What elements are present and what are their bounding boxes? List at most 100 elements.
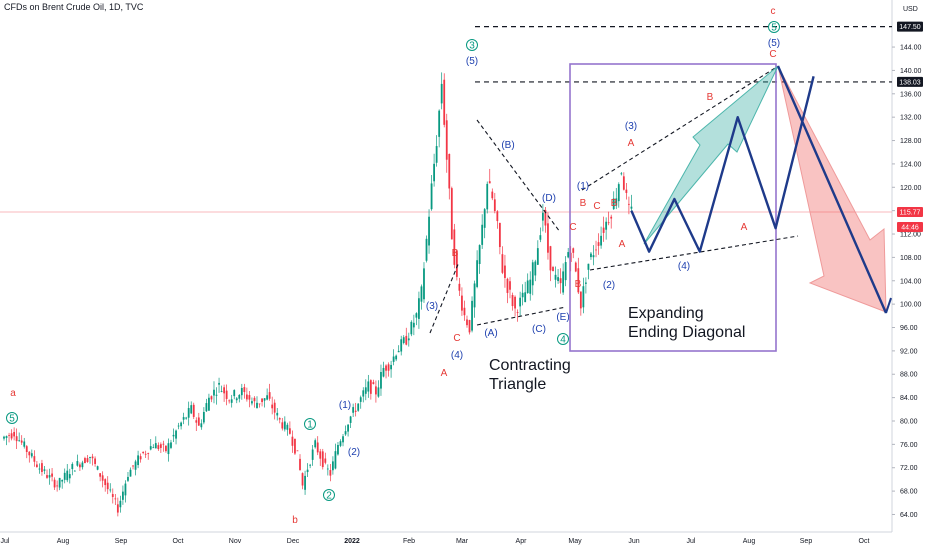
candle-body (278, 418, 281, 420)
candle-body (438, 110, 441, 137)
annotation-expanding: Expanding (628, 305, 704, 322)
candle-body (261, 398, 263, 403)
candle-body (20, 440, 23, 443)
wave-label-green: 2 (326, 490, 332, 501)
wave-label-red: C (769, 49, 776, 60)
wave-label-green: 5 (9, 413, 15, 424)
candle-body (281, 422, 284, 429)
candle-body (511, 294, 514, 307)
trendline (581, 67, 776, 191)
candle-body (423, 268, 425, 300)
candle-body (147, 453, 150, 454)
candle-body (458, 283, 461, 291)
candle-body (612, 198, 615, 210)
candle-body (61, 479, 64, 482)
trendline (476, 119, 561, 233)
candle-body (71, 464, 74, 470)
candle-body (514, 296, 516, 309)
candle-body (299, 458, 301, 470)
candle-body (101, 475, 104, 481)
candle-body (359, 397, 362, 402)
candle-body (258, 403, 261, 405)
candle-body (240, 388, 243, 396)
time-tick-label: Sep (800, 538, 813, 545)
candle-body (132, 465, 134, 467)
price-label-text: 44:46 (901, 225, 919, 232)
candle-body (321, 451, 324, 468)
candle-body (33, 456, 36, 462)
candle-body (106, 482, 109, 490)
candle-body (486, 183, 489, 210)
wave-label-circle (6, 412, 18, 424)
candle-body (245, 394, 248, 400)
time-tick-label: Sep (115, 538, 128, 545)
candle-body (380, 372, 382, 389)
wave-label-red: b (292, 515, 298, 526)
candle-body (154, 443, 157, 449)
candle-body (531, 262, 534, 286)
time-tick-label: Oct (859, 538, 870, 545)
candle-body (225, 390, 228, 399)
candle-body (390, 364, 392, 370)
candle-body (268, 392, 271, 399)
candle-body (628, 203, 630, 205)
candle-body (572, 248, 575, 253)
candle-body (114, 498, 117, 500)
wave-label-blue: (4) (678, 261, 690, 272)
wave-label-blue: (5) (466, 56, 478, 67)
time-tick-label: Apr (516, 538, 528, 545)
candle-body (395, 355, 398, 360)
candle-body (344, 431, 347, 435)
wave-label-blue: (A) (484, 328, 497, 339)
trendline (589, 235, 799, 271)
candle-body (46, 475, 48, 478)
price-label-bg (897, 76, 923, 87)
chart-title: CFDs on Brent Crude Oil, 1D, TVC (4, 2, 144, 12)
candle-body (559, 278, 562, 284)
candle-body (86, 458, 89, 462)
wave-label-red: C (569, 222, 576, 233)
wave-label-blue: (3) (426, 301, 438, 312)
candle-body (223, 387, 226, 394)
price-tick-label: 100.00 (900, 302, 922, 309)
candle-body (617, 184, 620, 202)
candle-body (448, 153, 451, 189)
candle-body (197, 417, 200, 426)
wave-label-red: C (453, 333, 460, 344)
wave-label-red: A (619, 239, 626, 250)
price-tick-label: 72.00 (900, 465, 918, 472)
candle-body (392, 356, 395, 362)
wave-label-red: A (741, 222, 748, 233)
ending-diagonal-box (569, 63, 777, 352)
time-tick-label: Dec (287, 538, 300, 545)
candle-body (387, 364, 390, 371)
candle-body (316, 442, 319, 453)
trendline (476, 306, 567, 326)
wave-label-blue: (2) (603, 280, 615, 291)
candle-body (435, 146, 438, 163)
projected-decline (776, 65, 888, 314)
candle-body (84, 458, 86, 464)
time-tick-label: Feb (403, 538, 415, 545)
wave-label-green: 3 (469, 40, 475, 51)
candle-body (463, 307, 466, 316)
candle-body (567, 252, 570, 258)
candle-body (314, 440, 317, 448)
annotation-ending-diagonal: Ending Diagonal (628, 324, 745, 341)
candle-body (450, 188, 453, 240)
candle-body (251, 401, 253, 404)
candle-body (144, 453, 147, 455)
candle-body (516, 312, 519, 313)
candle-body (25, 446, 28, 453)
candle-body (524, 292, 527, 303)
candle-body (354, 410, 357, 412)
price-label-box: 138.03 (897, 76, 923, 87)
wave-label-blue: (D) (542, 193, 556, 204)
wave-label-blue: (2) (348, 447, 360, 458)
candle-body (430, 183, 433, 210)
wave-label-red: A (628, 138, 635, 149)
candle-body (309, 464, 312, 466)
candle-body (296, 450, 299, 452)
candle-body (165, 445, 167, 452)
candle-body (238, 394, 241, 399)
